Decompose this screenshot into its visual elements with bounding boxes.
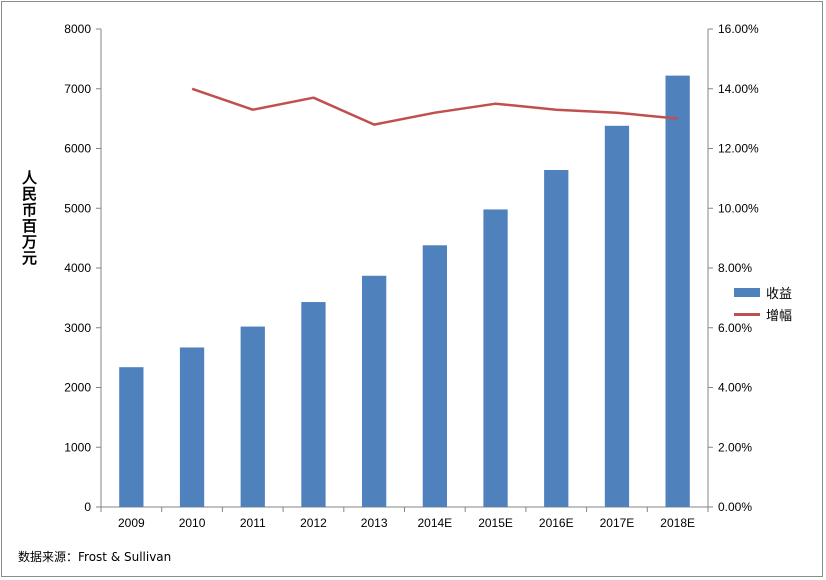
y-tick-label: 0 — [84, 500, 91, 514]
legend-label-line: 增幅 — [766, 308, 793, 324]
x-tick-label: 2016E — [539, 516, 574, 530]
y-tick-label: 6000 — [64, 142, 91, 156]
y2-tick-label: 12.00% — [718, 142, 759, 156]
x-tick-label: 2018E — [660, 516, 695, 530]
y-tick-label: 1000 — [64, 440, 91, 454]
legend-swatch-line — [734, 312, 760, 316]
y2-tick-label: 10.00% — [718, 201, 759, 215]
y-tick-label: 5000 — [64, 201, 91, 215]
source-note: 数据来源：Frost & Sullivan — [18, 550, 172, 564]
y2-tick-label: 8.00% — [718, 261, 752, 275]
y-tick-label: 4000 — [64, 261, 91, 275]
y-tick-label: 3000 — [64, 321, 91, 335]
y2-tick-label: 16.00% — [718, 22, 759, 36]
bar-2009 — [119, 367, 144, 507]
bar-2016E — [544, 170, 569, 507]
bar-2015E — [483, 209, 508, 507]
bar-2018E — [665, 75, 690, 507]
y2-tick-label: 2.00% — [718, 440, 752, 454]
y-tick-label: 8000 — [64, 22, 91, 36]
bar-2012 — [301, 302, 326, 507]
x-tick-label: 2011 — [240, 516, 266, 530]
y-tick-label: 2000 — [64, 381, 91, 395]
legend-item-line: 增幅 — [734, 303, 792, 325]
x-tick-label: 2012 — [300, 516, 327, 530]
bar-2011 — [240, 326, 265, 507]
bar-2013 — [362, 275, 387, 507]
x-tick-label: 2015E — [478, 516, 513, 530]
legend-item-bar: 收益 — [734, 281, 792, 303]
bar-2010 — [179, 347, 205, 507]
x-tick-label: 2013 — [361, 516, 388, 530]
y2-tick-label: 6.00% — [718, 321, 752, 335]
line-series-growth — [191, 87, 678, 126]
y2-tick-label: 4.00% — [718, 381, 752, 395]
x-tick-label: 2009 — [118, 516, 145, 530]
legend: 收益 增幅 — [734, 281, 792, 325]
y-axis-label: 人民币百万元 — [20, 170, 38, 266]
y-tick-label: 7000 — [64, 82, 91, 96]
x-tick-label: 2017E — [600, 516, 635, 530]
x-tick-label: 2014E — [417, 516, 452, 530]
x-tick-label: 2010 — [179, 516, 206, 530]
bar-2017E — [604, 125, 630, 508]
bar-2014E — [422, 245, 447, 508]
y2-tick-label: 0.00% — [718, 500, 752, 514]
y2-tick-label: 14.00% — [718, 82, 759, 96]
legend-swatch-bar — [734, 287, 760, 297]
legend-label-bar: 收益 — [766, 286, 793, 302]
